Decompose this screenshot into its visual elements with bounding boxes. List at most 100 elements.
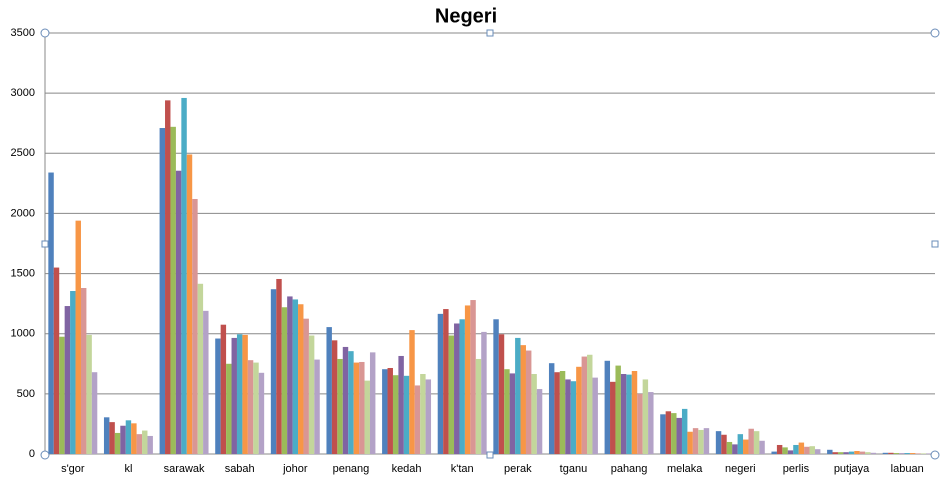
bar — [86, 334, 92, 454]
bar — [287, 296, 293, 454]
bar — [409, 330, 415, 454]
bar — [192, 198, 198, 454]
bar — [904, 453, 910, 454]
bar — [493, 319, 499, 454]
bar — [414, 385, 421, 454]
bar — [715, 431, 722, 454]
y-tick-label: 3500 — [11, 27, 35, 39]
bar — [509, 373, 516, 454]
bar — [443, 309, 449, 454]
bar — [197, 283, 204, 454]
y-tick-label: 500 — [17, 388, 35, 400]
bar — [253, 362, 259, 454]
bar — [771, 451, 777, 454]
bar — [753, 431, 760, 454]
bar — [498, 334, 505, 454]
x-tick-label: k'tan — [451, 463, 474, 475]
bar — [587, 354, 593, 454]
bar — [698, 429, 704, 454]
bar — [70, 291, 76, 454]
bar — [103, 417, 110, 454]
bar — [548, 363, 555, 454]
bar — [120, 425, 126, 454]
bar — [281, 307, 288, 454]
bar — [531, 374, 537, 454]
bar — [464, 305, 471, 454]
bar — [382, 369, 388, 454]
bar — [882, 452, 889, 454]
bar — [554, 372, 560, 454]
bar — [626, 374, 632, 454]
bar — [48, 172, 54, 454]
bar — [776, 444, 783, 454]
y-tick-label: 2000 — [11, 207, 35, 219]
bar — [64, 306, 71, 454]
bar — [721, 434, 727, 454]
bar — [314, 359, 320, 454]
bar — [220, 324, 227, 454]
bar — [454, 323, 460, 454]
bar — [231, 337, 237, 454]
bar — [671, 413, 677, 454]
bar — [165, 100, 171, 455]
bar — [732, 444, 738, 454]
selection-frame — [40, 28, 940, 460]
bar — [676, 417, 682, 454]
bar — [91, 372, 98, 454]
bar — [369, 352, 376, 454]
x-tick-label: sarawak — [164, 463, 205, 475]
bar — [865, 452, 871, 454]
bar — [242, 334, 248, 454]
bar — [348, 351, 354, 454]
bar — [642, 379, 649, 454]
bar — [142, 430, 148, 454]
bar — [125, 420, 132, 454]
bar — [270, 289, 277, 454]
bar — [398, 355, 404, 454]
bar — [787, 450, 794, 454]
bar — [525, 350, 532, 454]
bar — [748, 428, 754, 454]
x-tick-label: negeri — [725, 463, 756, 475]
bar — [159, 128, 166, 455]
bar — [59, 336, 65, 454]
bar — [703, 428, 710, 454]
x-tick-label: penang — [333, 463, 370, 475]
bar — [631, 371, 638, 454]
bar — [559, 371, 566, 454]
bar — [75, 220, 81, 454]
bar — [425, 379, 432, 454]
x-tick-label: labuan — [891, 463, 924, 475]
bar — [326, 327, 332, 454]
bar — [793, 444, 799, 454]
bar — [459, 319, 465, 454]
bar — [337, 358, 343, 454]
bar — [481, 331, 487, 454]
bar — [203, 310, 209, 454]
bar — [181, 97, 187, 454]
chart-title: Negeri — [435, 5, 497, 27]
bar — [837, 452, 844, 454]
bar — [637, 393, 643, 454]
bar — [592, 377, 598, 454]
x-tick-label: putjaya — [834, 463, 870, 475]
bar — [843, 452, 849, 454]
bar — [215, 338, 221, 454]
bar — [331, 340, 338, 454]
y-tick-label: 3000 — [11, 87, 35, 99]
bar — [692, 428, 699, 454]
bar — [743, 439, 749, 454]
bar — [604, 360, 611, 454]
bar — [665, 411, 672, 454]
x-tick-label: tganu — [560, 463, 588, 475]
bar — [848, 451, 855, 454]
x-tick-label: melaka — [667, 463, 703, 475]
bar — [687, 431, 693, 454]
bar — [131, 423, 137, 454]
bar — [814, 449, 821, 454]
bar — [515, 337, 521, 454]
bar — [899, 453, 905, 454]
bar — [565, 379, 571, 454]
bar — [53, 267, 60, 454]
bar — [403, 375, 410, 454]
